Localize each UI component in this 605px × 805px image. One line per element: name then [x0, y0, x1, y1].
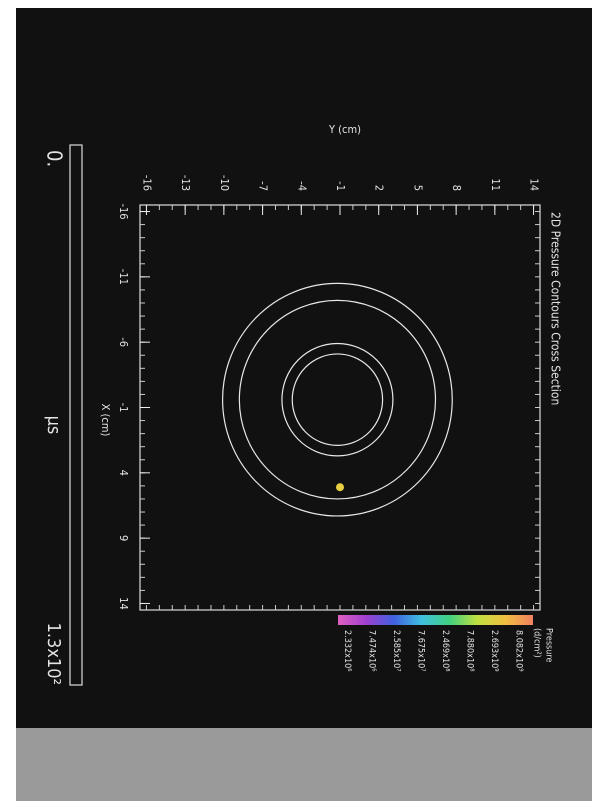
colorbar-label: 8.082x10⁹	[514, 630, 524, 672]
contour	[221, 282, 453, 517]
contour	[291, 353, 384, 446]
colorbar-label: 2.469x10⁸	[440, 630, 450, 672]
colorbar-unit: (d/cm²)	[532, 628, 542, 658]
colorbar-label: 7.675x10⁷	[416, 630, 426, 672]
y-tick-label: -10	[218, 175, 231, 191]
colorbar-label: 2.585x10⁷	[391, 630, 401, 672]
y-tick-label: -16	[140, 175, 153, 191]
colorbar-label: 2.693x10⁹	[489, 630, 499, 672]
y-tick-label: -7	[257, 181, 270, 191]
x-axis-label: X (cm)	[99, 404, 112, 437]
colorbar-label: 2.332x10⁶	[342, 630, 352, 672]
y-tick-label: 8	[450, 185, 463, 191]
pressure-source	[336, 483, 344, 492]
time-unit: μs	[43, 416, 64, 435]
time-bar	[69, 144, 83, 686]
chart-title: 2D Pressure Contours Cross Section	[549, 212, 563, 405]
colorbar-label: 7.474x10⁶	[367, 630, 377, 672]
time-start: 0.	[43, 150, 67, 167]
y-tick-label: 11	[489, 178, 502, 191]
colorbar-title: Pressure	[544, 628, 554, 663]
x-tick-label: 4	[117, 470, 130, 476]
screen	[16, 8, 592, 728]
x-tick-label: -6	[117, 337, 130, 347]
colorbar	[338, 615, 533, 625]
y-tick-label: -1	[334, 181, 347, 191]
y-tick-label: 2	[373, 185, 386, 191]
y-tick-label: -4	[295, 181, 308, 191]
x-tick-label: -1	[117, 403, 130, 413]
y-tick-label: -13	[179, 175, 192, 191]
colorbar-label: 7.880x10⁸	[465, 630, 475, 672]
x-tick-label: 14	[117, 597, 130, 610]
y-tick-label: 14	[528, 178, 541, 191]
contour	[281, 342, 394, 457]
contour	[238, 299, 437, 500]
scan-margin	[16, 728, 592, 801]
rotated-plot: 2D Pressure Contours Cross Section X (cm…	[43, 123, 563, 686]
y-tick-label: 5	[411, 185, 424, 191]
x-tick-label: 9	[117, 535, 130, 541]
x-tick-label: -11	[117, 269, 130, 285]
y-axis-label: Y (cm)	[328, 123, 361, 136]
time-end: 1.3x10²	[43, 623, 64, 685]
x-tick-label: -16	[117, 203, 130, 219]
